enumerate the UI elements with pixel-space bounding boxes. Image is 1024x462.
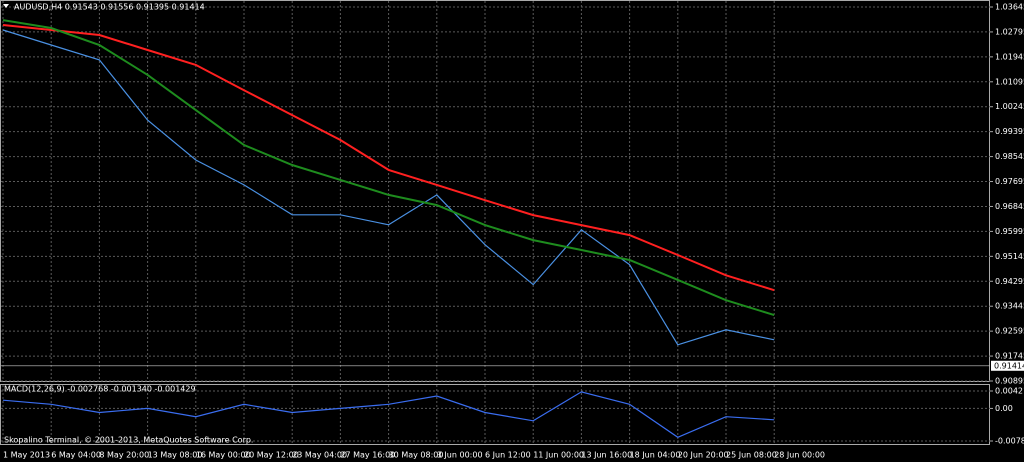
- x-tick-label: 6 May 04:00: [51, 451, 101, 460]
- series-line: [2, 391, 775, 438]
- series-line: [2, 29, 775, 346]
- x-tick-label: 13 Jun 16:00: [581, 451, 632, 460]
- y-tick-label: 0.00: [995, 404, 1013, 413]
- x-tick-label: 1 May 2013: [3, 451, 50, 460]
- x-tick-label: 6 Jun 12:00: [485, 451, 531, 460]
- y-tick-label: 0.99395: [995, 127, 1024, 136]
- x-tick-label: 8 May 20:00: [99, 451, 149, 460]
- x-tick-label: 23 May 04:00: [292, 451, 347, 460]
- y-tick-label: 1.00245: [995, 102, 1024, 111]
- y-tick-label: 1.02795: [995, 27, 1024, 36]
- x-tick-label: 3 Jun 00:00: [437, 451, 483, 460]
- x-tick-label: 25 Jun 08:00: [726, 451, 777, 460]
- x-tick-label: 18 Jun 04:00: [630, 451, 681, 460]
- chart-title: AUDUSD,H4 0.91543 0.91556 0.91395 0.9141…: [14, 3, 205, 12]
- y-tick-label: 0.98545: [995, 152, 1024, 161]
- x-tick-label: 30 May 08:00: [389, 451, 444, 460]
- y-tick-label: 0.94295: [995, 277, 1024, 286]
- x-tick-label: 13 May 08:00: [148, 451, 203, 460]
- x-tick-label: 16 May 00:00: [196, 451, 251, 460]
- y-tick-label: 0.91745: [995, 352, 1024, 361]
- x-tick-label: 28 Jun 00:00: [774, 451, 825, 460]
- y-tick-label: 0.93445: [995, 302, 1024, 311]
- y-tick-label: 1.01095: [995, 77, 1024, 86]
- current-price-box: [991, 360, 1024, 371]
- x-tick-label: 20 Jun 20:00: [678, 451, 729, 460]
- y-tick-label: 0.97695: [995, 177, 1024, 186]
- title-arrow: [3, 4, 9, 8]
- series-line: [2, 24, 775, 292]
- x-tick-label: 20 May 12:00: [244, 451, 299, 460]
- x-tick-label: 11 Jun 00:00: [533, 451, 584, 460]
- macd-panel-frame: [0, 384, 990, 445]
- y-tick-label: 0.95995: [995, 227, 1024, 236]
- y-tick-label: -0.007890: [995, 437, 1024, 446]
- y-tick-label: 0.92595: [995, 327, 1024, 336]
- y-tick-label: 1.03645: [995, 3, 1024, 12]
- y-tick-label: 0.96845: [995, 202, 1024, 211]
- caption: Skopalino Terminal, © 2001-2013, MetaQuo…: [4, 436, 253, 445]
- current-price-label: 0.91414: [994, 361, 1024, 370]
- y-tick-label: 0.95145: [995, 252, 1024, 261]
- y-tick-label: 0.004218: [995, 387, 1024, 396]
- y-tick-label: 1.01945: [995, 52, 1024, 61]
- series-line: [2, 19, 775, 317]
- y-tick-label: 0.90895: [995, 377, 1024, 386]
- x-tick-label: 27 May 16:00: [340, 451, 395, 460]
- macd-title: MACD(12,26,9) -0.002768 -0.001340 -0.001…: [4, 385, 196, 394]
